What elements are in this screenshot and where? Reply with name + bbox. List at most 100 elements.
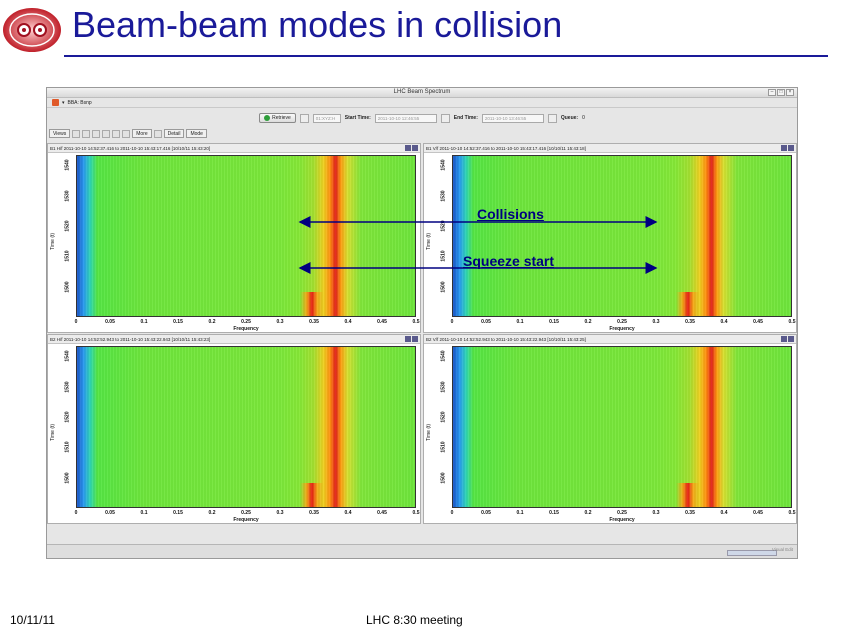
x-tick-label: 0.15 bbox=[173, 510, 183, 516]
menu-bar: ▾ BBA: Bsnp bbox=[47, 98, 797, 108]
end-time-field[interactable]: 2011-10-10 13:46:55 bbox=[481, 113, 544, 123]
panel-maximize-icon[interactable] bbox=[788, 336, 794, 342]
spectrogram-panel[interactable]: B2 H/f 2011-10-10 14:52:52.943 to 2011-1… bbox=[47, 334, 421, 524]
x-tick-label: 0.3 bbox=[652, 510, 660, 516]
y-tick-label: 1520 bbox=[440, 411, 447, 423]
beam-spectrum-window: LHC Beam Spectrum – □ × ▾ BBA: Bsnp Retr… bbox=[46, 87, 798, 559]
spectrogram-texture bbox=[77, 156, 415, 316]
queue-value: 0 bbox=[582, 115, 585, 121]
x-tick-label: 0.45 bbox=[377, 319, 387, 325]
x-tick-label: 0 bbox=[450, 319, 454, 325]
retrieve-icon bbox=[264, 115, 271, 121]
close-button[interactable]: × bbox=[786, 89, 794, 96]
x-tick-label: 0.35 bbox=[685, 319, 695, 325]
views-button[interactable]: Views bbox=[49, 129, 71, 138]
panel-detach-icon[interactable] bbox=[405, 145, 411, 151]
y-tick-label: 1500 bbox=[64, 281, 71, 293]
x-tick-label: 0.1 bbox=[140, 510, 148, 516]
y-tick-label: 1530 bbox=[440, 190, 447, 202]
panel-maximize-icon[interactable] bbox=[788, 145, 794, 151]
x-tick-label: 0.35 bbox=[309, 319, 319, 325]
spectrogram-plot[interactable] bbox=[452, 346, 792, 508]
x-tick-label: 0.3 bbox=[652, 319, 660, 325]
y-tick-label: 1540 bbox=[64, 350, 71, 362]
x-tick-label: 0.05 bbox=[105, 510, 115, 516]
x-tick-label: 0.3 bbox=[276, 510, 284, 516]
y-tick-label: 1540 bbox=[440, 350, 447, 362]
x-tick-label: 0.05 bbox=[481, 510, 491, 516]
panel-header: B1 V/f 2011-10-10 14:52:37.416 to 2011-1… bbox=[424, 144, 796, 153]
retrieve-label: Retrieve bbox=[272, 115, 291, 121]
y-axis-label: Time (t) bbox=[50, 232, 56, 250]
x-tick-label: 0.25 bbox=[241, 510, 251, 516]
end-time-picker-icon[interactable] bbox=[547, 113, 557, 123]
y-tick-label: 1530 bbox=[440, 381, 447, 393]
signal-select[interactable]: 01:XYZ:H bbox=[312, 113, 341, 123]
spectrogram-plot[interactable] bbox=[76, 155, 416, 317]
stop-icon[interactable] bbox=[102, 129, 111, 138]
panel-detach-icon[interactable] bbox=[781, 145, 787, 151]
dropdown-arrow-icon[interactable] bbox=[299, 113, 309, 123]
spectrogram-image bbox=[452, 346, 792, 508]
x-tick-label: 0.4 bbox=[720, 510, 728, 516]
start-time-field[interactable]: 2011-10-10 12:46:55 bbox=[374, 113, 437, 123]
x-tick-label: 0.45 bbox=[753, 510, 763, 516]
panel-detach-icon[interactable] bbox=[405, 336, 411, 342]
spectrogram-panel[interactable]: B2 V/f 2011-10-10 14:52:52.943 to 2011-1… bbox=[423, 334, 797, 524]
y-tick-label: 1530 bbox=[64, 190, 71, 202]
more-button[interactable]: More bbox=[132, 129, 152, 138]
y-tick-label: 1540 bbox=[440, 159, 447, 171]
menu-dropdown-icon[interactable]: ▾ bbox=[62, 99, 65, 106]
start-time-picker-icon[interactable] bbox=[440, 113, 450, 123]
view-tool-4-icon[interactable] bbox=[122, 129, 131, 138]
title-divider bbox=[64, 55, 828, 57]
x-tick-label: 0.15 bbox=[549, 319, 559, 325]
x-tick-label: 0.15 bbox=[173, 319, 183, 325]
panel-maximize-icon[interactable] bbox=[412, 145, 418, 151]
view-tool-5-icon[interactable] bbox=[153, 129, 162, 138]
panel-maximize-icon[interactable] bbox=[412, 336, 418, 342]
tune-band-before-squeeze bbox=[77, 292, 415, 316]
panel-header: B1 H/f 2011-10-10 14:52:37.416 to 2011-1… bbox=[48, 144, 420, 153]
y-tick-label: 1520 bbox=[64, 220, 71, 232]
x-tick-label: 0.25 bbox=[241, 319, 251, 325]
x-tick-label: 0.1 bbox=[516, 510, 524, 516]
spectrogram-plot[interactable] bbox=[76, 346, 416, 508]
panel-header: B2 V/f 2011-10-10 14:52:52.943 to 2011-1… bbox=[424, 335, 796, 344]
spectrogram-texture bbox=[453, 347, 791, 507]
view-tool-2-icon[interactable] bbox=[82, 129, 91, 138]
detail-button[interactable]: Detail bbox=[163, 129, 185, 138]
minimize-button[interactable]: – bbox=[768, 89, 776, 96]
spectrogram-panel[interactable]: B1 H/f 2011-10-10 14:52:37.416 to 2011-1… bbox=[47, 143, 421, 333]
lhc-logo-icon bbox=[3, 8, 61, 52]
view-tool-3-icon[interactable] bbox=[112, 129, 121, 138]
y-tick-label: 1500 bbox=[440, 281, 447, 293]
x-tick-label: 0.4 bbox=[344, 319, 352, 325]
zoom-slider[interactable] bbox=[727, 550, 777, 556]
x-tick-label: 0.5 bbox=[412, 510, 420, 516]
maximize-button[interactable]: □ bbox=[777, 89, 785, 96]
y-tick-label: 1500 bbox=[64, 472, 71, 484]
panel-detach-icon[interactable] bbox=[781, 336, 787, 342]
x-tick-label: 0.4 bbox=[720, 319, 728, 325]
spectrogram-plot[interactable] bbox=[452, 155, 792, 317]
start-time-label: Start Time: bbox=[344, 115, 371, 121]
x-axis-label: Frequency bbox=[233, 326, 259, 332]
x-tick-label: 0.05 bbox=[481, 319, 491, 325]
app-menu-icon[interactable] bbox=[52, 99, 59, 106]
mode-button[interactable]: Mode bbox=[186, 129, 207, 138]
y-tick-label: 1520 bbox=[440, 220, 447, 232]
view-tool-1-icon[interactable] bbox=[72, 129, 81, 138]
menu-label[interactable]: BBA: Bsnp bbox=[67, 99, 92, 106]
x-axis-label: Frequency bbox=[233, 517, 259, 523]
view-toolbar: Views More Detail Mode bbox=[47, 128, 797, 139]
status-bar: Visual Edit bbox=[47, 544, 797, 558]
collisions-label: Collisions bbox=[477, 206, 544, 222]
y-tick-label: 1510 bbox=[440, 250, 447, 263]
x-tick-label: 0.2 bbox=[208, 319, 216, 325]
y-tick-label: 1510 bbox=[64, 250, 71, 263]
retrieve-button[interactable]: Retrieve bbox=[259, 113, 296, 123]
spectrogram-image bbox=[452, 155, 792, 317]
pause-icon[interactable] bbox=[92, 129, 101, 138]
spectrogram-panel[interactable]: B1 V/f 2011-10-10 14:52:37.416 to 2011-1… bbox=[423, 143, 797, 333]
